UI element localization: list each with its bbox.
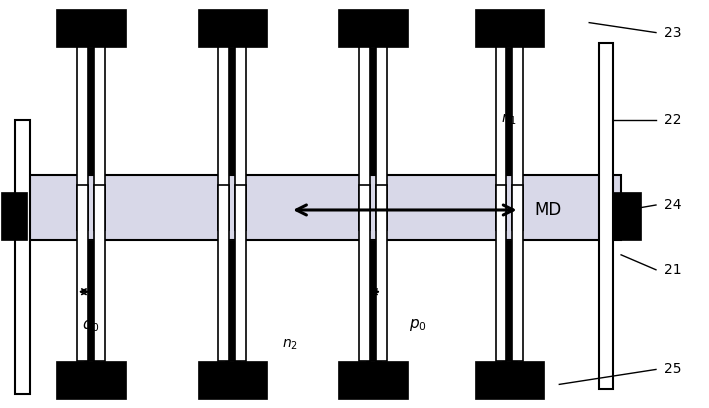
- Text: MD: MD: [535, 201, 562, 219]
- Text: 25: 25: [664, 362, 681, 377]
- Bar: [56, 361, 125, 399]
- Bar: [1, 192, 27, 240]
- Text: $d_0$: $d_0$: [82, 315, 100, 334]
- Bar: [218, 185, 230, 361]
- Bar: [474, 9, 545, 47]
- Bar: [474, 361, 545, 399]
- Text: 21: 21: [664, 263, 681, 277]
- Bar: [368, 240, 379, 319]
- Text: $p_0$: $p_0$: [409, 317, 427, 333]
- Bar: [84, 47, 99, 175]
- Bar: [228, 240, 238, 319]
- Bar: [198, 9, 267, 47]
- Bar: [338, 361, 408, 399]
- Text: 23: 23: [664, 26, 681, 40]
- Bar: [359, 47, 370, 230]
- Bar: [218, 47, 230, 230]
- Bar: [496, 185, 506, 361]
- Bar: [56, 9, 125, 47]
- Bar: [77, 47, 88, 230]
- Bar: [225, 240, 240, 361]
- Bar: [599, 42, 613, 389]
- Bar: [613, 192, 641, 240]
- Bar: [505, 240, 515, 319]
- Text: 24: 24: [664, 198, 681, 212]
- Bar: [376, 47, 387, 230]
- Bar: [513, 185, 523, 361]
- Bar: [26, 175, 621, 240]
- Bar: [228, 95, 238, 175]
- Bar: [359, 185, 370, 361]
- Bar: [15, 120, 30, 395]
- Bar: [503, 47, 518, 175]
- Bar: [503, 240, 518, 361]
- Bar: [368, 95, 379, 175]
- Bar: [86, 240, 97, 319]
- Bar: [86, 95, 97, 175]
- Text: $n_1$: $n_1$: [501, 113, 518, 127]
- Text: 22: 22: [664, 113, 681, 127]
- Bar: [366, 240, 381, 361]
- Bar: [94, 47, 105, 230]
- Bar: [225, 47, 240, 175]
- Bar: [84, 240, 99, 361]
- Bar: [496, 47, 506, 230]
- Bar: [376, 185, 387, 361]
- Bar: [77, 185, 88, 361]
- Text: $n_2$: $n_2$: [282, 337, 298, 352]
- Bar: [366, 47, 381, 175]
- Bar: [235, 185, 246, 361]
- Bar: [513, 47, 523, 230]
- Bar: [198, 361, 267, 399]
- Bar: [505, 95, 515, 175]
- Bar: [338, 9, 408, 47]
- Bar: [94, 185, 105, 361]
- Bar: [235, 47, 246, 230]
